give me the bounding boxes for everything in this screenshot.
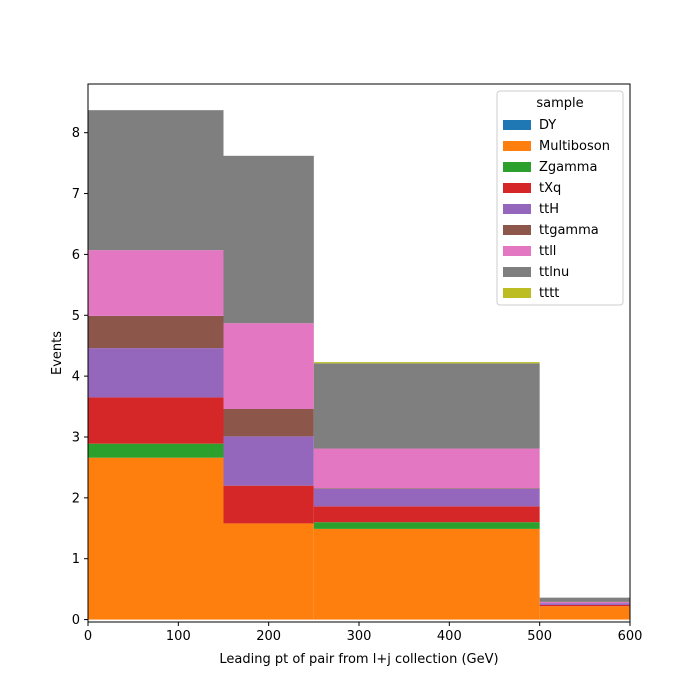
bars-layer: [88, 110, 630, 620]
legend: sample DY Multiboson Zgamma tXq ttH ttgamma tt…: [496, 90, 624, 306]
y-tick-label: 8: [72, 126, 80, 141]
x-tick-label: 200: [256, 629, 281, 644]
bar-txq-bin-3: [539, 604, 630, 607]
y-tick-label: 2: [72, 491, 80, 506]
legend-swatch-txq: [503, 183, 531, 193]
bar-multiboson-bin-2: [313, 528, 540, 620]
bar-ttgamma-bin-2: [313, 488, 540, 489]
bar-tth-bin-1: [223, 436, 314, 486]
y-tick-label: 7: [72, 187, 80, 202]
x-axis-label: Leading pt of pair from l+j collection (…: [219, 652, 498, 667]
bar-zgamma-bin-2: [313, 522, 540, 529]
bar-txq-bin-1: [223, 485, 314, 524]
legend-swatch-dy: [503, 120, 531, 130]
legend-swatch-ttll: [503, 246, 531, 256]
legend-label-dy: DY: [539, 118, 556, 133]
bar-ttlnu-bin-3: [539, 597, 630, 602]
y-axis: 0 1 2 3 4 5 6 7 8: [72, 126, 88, 628]
y-tick-label: 0: [72, 613, 80, 628]
bar-zgamma-bin-0: [88, 443, 224, 458]
bar-tth-bin-3: [539, 603, 630, 605]
legend-swatch-ttlnu: [503, 267, 531, 277]
x-tick-label: 300: [347, 629, 372, 644]
legend-items: DY Multiboson Zgamma tXq ttH ttgamma ttll ttlnu…: [503, 118, 610, 301]
bar-tth-bin-0: [88, 348, 224, 398]
bar-multiboson-bin-3: [539, 606, 630, 620]
legend-label-zgamma: Zgamma: [539, 160, 597, 175]
x-tick-label: 400: [437, 629, 462, 644]
bar-tttt-bin-2: [313, 362, 540, 364]
bar-ttll-bin-0: [88, 250, 224, 316]
legend-swatch-tttt: [503, 288, 531, 298]
x-axis: 0 100 200 300 400 500 600: [84, 622, 643, 644]
bar-multiboson-bin-0: [88, 457, 224, 620]
legend-label-ttgamma: ttgamma: [539, 223, 599, 238]
bar-ttll-bin-3: [539, 601, 630, 604]
bar-ttlnu-bin-1: [223, 155, 314, 324]
bar-tth-bin-2: [313, 488, 540, 507]
legend-swatch-ttgamma: [503, 225, 531, 235]
bar-ttgamma-bin-1: [223, 408, 314, 437]
legend-label-ttll: ttll: [539, 244, 556, 259]
x-tick-label: 0: [84, 629, 92, 644]
legend-label-tth: ttH: [539, 202, 559, 217]
legend-swatch-tth: [503, 204, 531, 214]
x-tick-label: 600: [618, 629, 643, 644]
legend-label-ttlnu: ttlnu: [539, 265, 569, 280]
bar-ttlnu-bin-2: [313, 363, 540, 449]
legend-label-tttt: tttt: [539, 286, 559, 301]
bar-txq-bin-0: [88, 397, 224, 444]
bar-multiboson-bin-1: [223, 523, 314, 620]
legend-title: sample: [536, 96, 583, 111]
x-tick-label: 100: [166, 629, 191, 644]
y-tick-label: 4: [72, 370, 80, 385]
bar-ttll-bin-2: [313, 448, 540, 489]
y-tick-label: 1: [72, 552, 80, 567]
y-tick-label: 6: [72, 248, 80, 263]
x-tick-label: 500: [527, 629, 552, 644]
legend-swatch-zgamma: [503, 162, 531, 172]
bar-ttgamma-bin-0: [88, 315, 224, 349]
legend-label-multiboson: Multiboson: [539, 139, 610, 154]
bar-ttlnu-bin-0: [88, 110, 224, 251]
bar-ttll-bin-1: [223, 323, 314, 409]
y-tick-label: 5: [72, 309, 80, 324]
y-tick-label: 3: [72, 430, 80, 445]
y-axis-label: Events: [50, 331, 65, 375]
bar-txq-bin-2: [313, 506, 540, 523]
legend-swatch-multiboson: [503, 141, 531, 151]
legend-label-txq: tXq: [539, 181, 561, 196]
